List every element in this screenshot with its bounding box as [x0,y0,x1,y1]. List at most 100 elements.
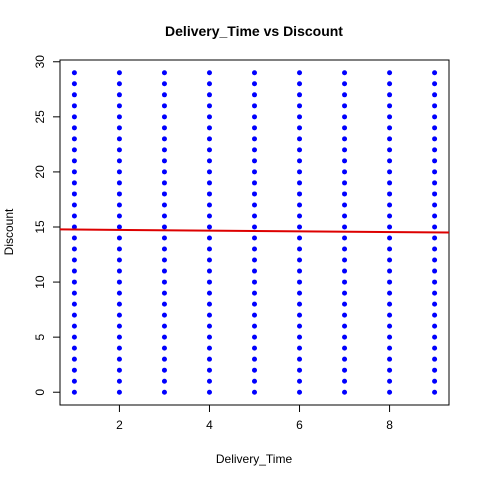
point [387,345,393,351]
point [387,180,393,186]
point [387,312,393,318]
point [71,114,77,120]
point [432,378,438,384]
point [432,323,438,329]
point [206,92,212,98]
point [432,213,438,219]
point [387,191,393,197]
point [297,213,303,219]
point [116,125,122,131]
point [206,345,212,351]
point [297,169,303,175]
point [116,290,122,296]
point [252,279,257,285]
point [387,334,393,340]
point [161,125,167,131]
point [206,367,212,373]
point [297,378,303,384]
point [432,334,438,340]
point [432,191,438,197]
point [71,323,77,329]
point [116,323,122,329]
point [206,224,212,230]
point [116,356,122,362]
point [252,202,257,208]
point [432,92,438,98]
point [116,257,122,263]
point [297,92,303,98]
point [71,136,77,142]
point [342,158,348,164]
point [161,114,167,120]
point [116,224,122,230]
point [116,136,122,142]
point [206,103,212,109]
point [71,191,77,197]
point [342,356,348,362]
point [387,356,393,362]
x-axis-label: Delivery_Time [216,452,293,466]
point [387,136,393,142]
point [161,213,167,219]
point [161,378,167,384]
point [432,169,438,175]
point [71,367,77,373]
point [297,136,303,142]
point [161,356,167,362]
point [432,147,438,153]
point [116,367,122,373]
point [161,202,167,208]
point [161,279,167,285]
point [432,81,438,87]
point [116,301,122,307]
point [71,125,77,131]
point [161,180,167,186]
point [387,235,393,241]
point [297,70,303,76]
point [252,246,257,252]
point [116,70,122,76]
point [71,213,77,219]
point [342,334,348,340]
point [252,235,257,241]
point [297,147,303,153]
point [297,191,303,197]
point [342,257,348,263]
point [252,224,257,230]
point [252,367,257,373]
point [252,312,257,318]
point [161,92,167,98]
point [252,191,257,197]
x-tick-label: 2 [116,418,123,432]
point [116,114,122,120]
point [297,367,303,373]
point [161,257,167,263]
point [387,279,393,285]
regression-line [59,228,450,234]
point [71,202,77,208]
point [432,180,438,186]
point [206,290,212,296]
point [342,136,348,142]
point [387,367,393,373]
point [206,389,212,395]
point [342,70,348,76]
point [297,180,303,186]
point [71,70,77,76]
point [206,268,212,274]
point [116,158,122,164]
point [252,268,257,274]
point [387,213,393,219]
point [342,345,348,351]
point [432,290,438,296]
point [206,114,212,120]
point [342,290,348,296]
point [161,235,167,241]
point [206,246,212,252]
point [297,224,303,230]
point [206,378,212,384]
point [252,290,257,296]
point [116,213,122,219]
point [116,81,122,87]
